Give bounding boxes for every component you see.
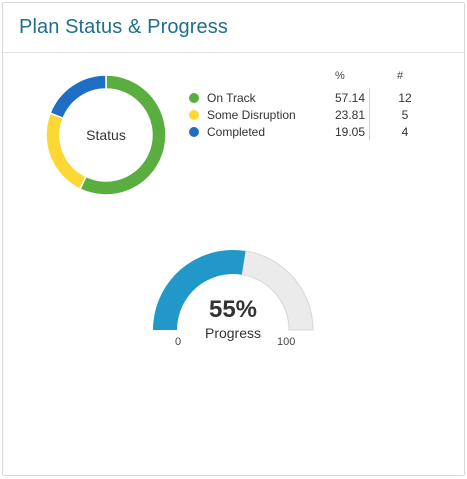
gauge-value: 55% xyxy=(208,296,258,323)
card-title: Plan Status & Progress xyxy=(19,16,228,38)
gauge-track xyxy=(241,250,314,331)
legend-dot xyxy=(189,93,199,103)
gauge-min-label: 0 xyxy=(175,336,182,348)
legend-divider xyxy=(369,88,370,140)
legend-count: 5 xyxy=(401,108,409,122)
progress-gauge: 55% Progress xyxy=(150,248,316,348)
donut-slice-completed xyxy=(49,74,107,120)
legend-header: % # xyxy=(185,68,425,90)
legend-row: Completed 19.05 4 xyxy=(185,124,425,141)
legend-count: 4 xyxy=(401,125,409,139)
legend-header-count: # xyxy=(397,70,404,82)
legend-pct: 19.05 xyxy=(334,125,365,139)
legend-label: On Track xyxy=(207,91,256,105)
legend-row: Some Disruption 23.81 5 xyxy=(185,107,425,124)
legend-pct: 23.81 xyxy=(334,108,365,122)
legend-label: Completed xyxy=(207,125,266,139)
legend-count: 12 xyxy=(398,91,412,105)
donut-center-label: Status xyxy=(86,127,126,143)
legend-pct: 57.14 xyxy=(334,91,365,105)
legend-header-pct: % xyxy=(335,70,345,82)
status-legend: % # On Track 57.14 12 Some Disruption 23.81 5… xyxy=(185,68,425,141)
gauge-label: Progress xyxy=(204,325,262,341)
gauge-max-label: 100 xyxy=(277,336,296,348)
card-header: Plan Status & Progress xyxy=(3,3,464,53)
legend-dot xyxy=(189,127,199,137)
gauge-fill xyxy=(153,250,246,330)
legend-row: On Track 57.14 12 xyxy=(185,90,425,107)
status-donut-svg xyxy=(45,74,167,196)
legend-label: Some Disruption xyxy=(207,108,296,122)
progress-gauge-svg xyxy=(153,250,314,331)
status-donut-chart: Status xyxy=(44,73,168,197)
legend-dot xyxy=(189,110,199,120)
